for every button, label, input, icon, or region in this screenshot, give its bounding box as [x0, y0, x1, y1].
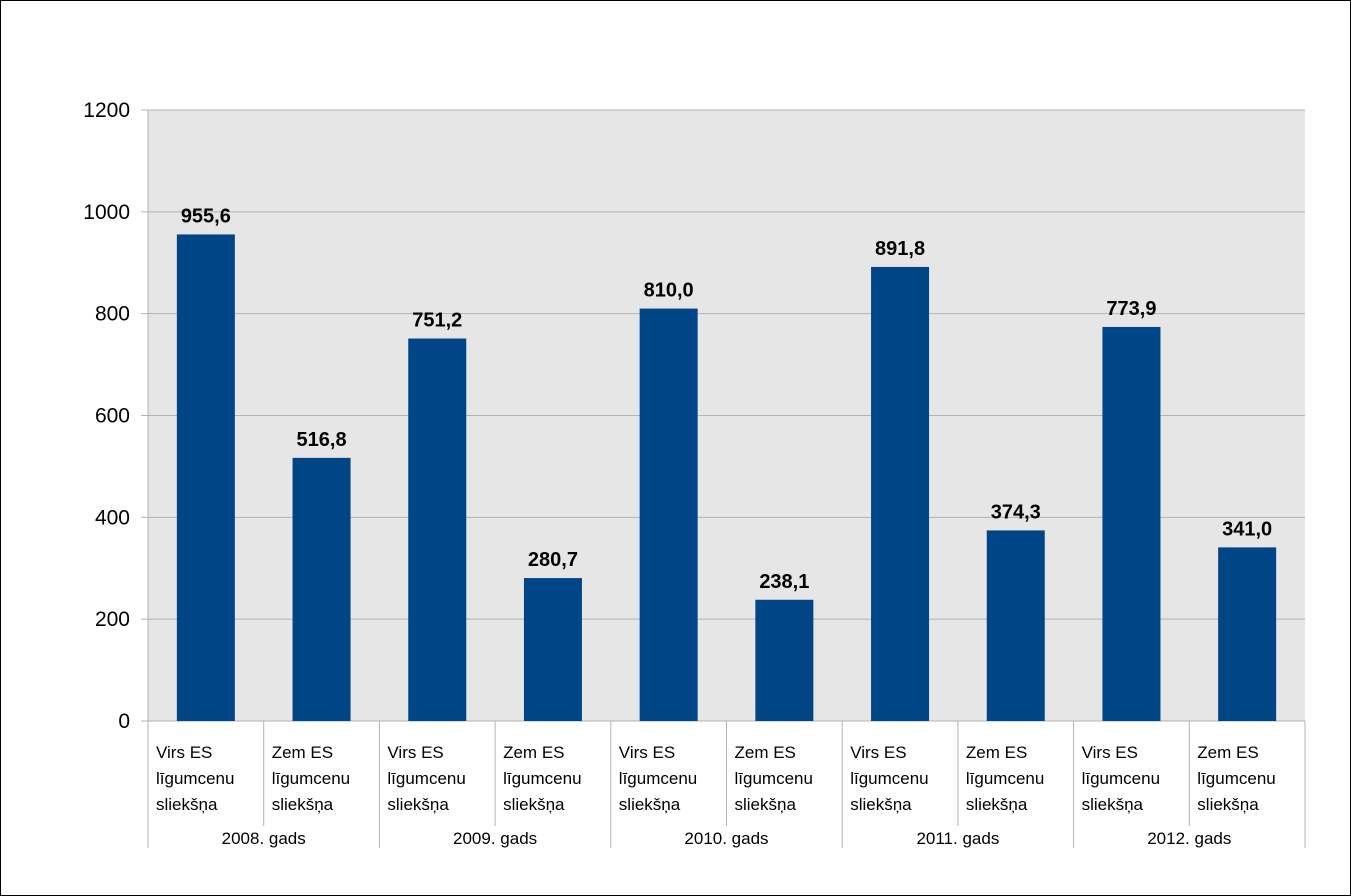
category-label: sliekšņa [1197, 795, 1259, 814]
data-label: 955,6 [181, 205, 231, 227]
data-label: 374,3 [991, 501, 1041, 523]
group-label: 2011. gads [916, 829, 999, 848]
data-label: 238,1 [759, 571, 809, 593]
group-label: 2008. gads [222, 829, 306, 848]
category-label: sliekšņa [735, 795, 797, 814]
category-label: sliekšņa [966, 795, 1028, 814]
category-label: līgumcenu [735, 769, 813, 788]
category-label: sliekšņa [850, 795, 912, 814]
category-label: līgumcenu [387, 769, 465, 788]
bar [986, 530, 1045, 721]
bar [755, 599, 814, 721]
category-label: līgumcenu [619, 769, 697, 788]
y-tick-label: 800 [95, 303, 130, 326]
y-tick-label: 600 [95, 405, 130, 428]
data-label: 810,0 [644, 280, 694, 302]
category-label: sliekšņa [272, 795, 334, 814]
category-label: Zem ES [1197, 743, 1258, 762]
group-label: 2010. gads [684, 829, 768, 848]
y-tick-label: 200 [95, 608, 130, 631]
data-label: 891,8 [875, 238, 925, 260]
bar [523, 578, 582, 721]
category-label: līgumcenu [503, 769, 581, 788]
data-label: 751,2 [412, 310, 462, 332]
y-tick-label: 0 [118, 710, 130, 733]
category-label: Virs ES [850, 743, 906, 762]
bar [639, 308, 698, 721]
data-label: 516,8 [297, 429, 347, 451]
group-label: 2009. gads [453, 829, 537, 848]
category-label: līgumcenu [156, 769, 234, 788]
category-label: sliekšņa [503, 795, 565, 814]
bar [176, 234, 235, 721]
y-tick-label: 1200 [83, 99, 130, 122]
category-label: Zem ES [966, 743, 1027, 762]
category-label: līgumcenu [1082, 769, 1160, 788]
category-label: Virs ES [619, 743, 675, 762]
category-label: Zem ES [503, 743, 564, 762]
category-label: Zem ES [272, 743, 333, 762]
bar [1102, 326, 1161, 721]
data-label: 280,7 [528, 549, 578, 571]
category-label: sliekšņa [1082, 795, 1144, 814]
y-tick-label: 1000 [83, 201, 130, 224]
group-label: 2012. gads [1147, 829, 1231, 848]
category-label: līgumcenu [272, 769, 350, 788]
category-label: sliekšņa [156, 795, 218, 814]
category-label: Zem ES [735, 743, 796, 762]
bar [1218, 547, 1277, 721]
category-label: līgumcenu [966, 769, 1044, 788]
category-label: Virs ES [387, 743, 443, 762]
y-tick-label: 400 [95, 506, 130, 529]
category-label: līgumcenu [850, 769, 928, 788]
category-label: Virs ES [156, 743, 212, 762]
category-label: līgumcenu [1197, 769, 1275, 788]
category-label: sliekšņa [619, 795, 681, 814]
data-label: 341,0 [1222, 518, 1272, 540]
category-label: Virs ES [1082, 743, 1138, 762]
bar [292, 457, 351, 721]
bar [871, 266, 930, 721]
data-label: 773,9 [1106, 298, 1156, 320]
category-label: sliekšņa [387, 795, 449, 814]
bar [408, 338, 467, 721]
